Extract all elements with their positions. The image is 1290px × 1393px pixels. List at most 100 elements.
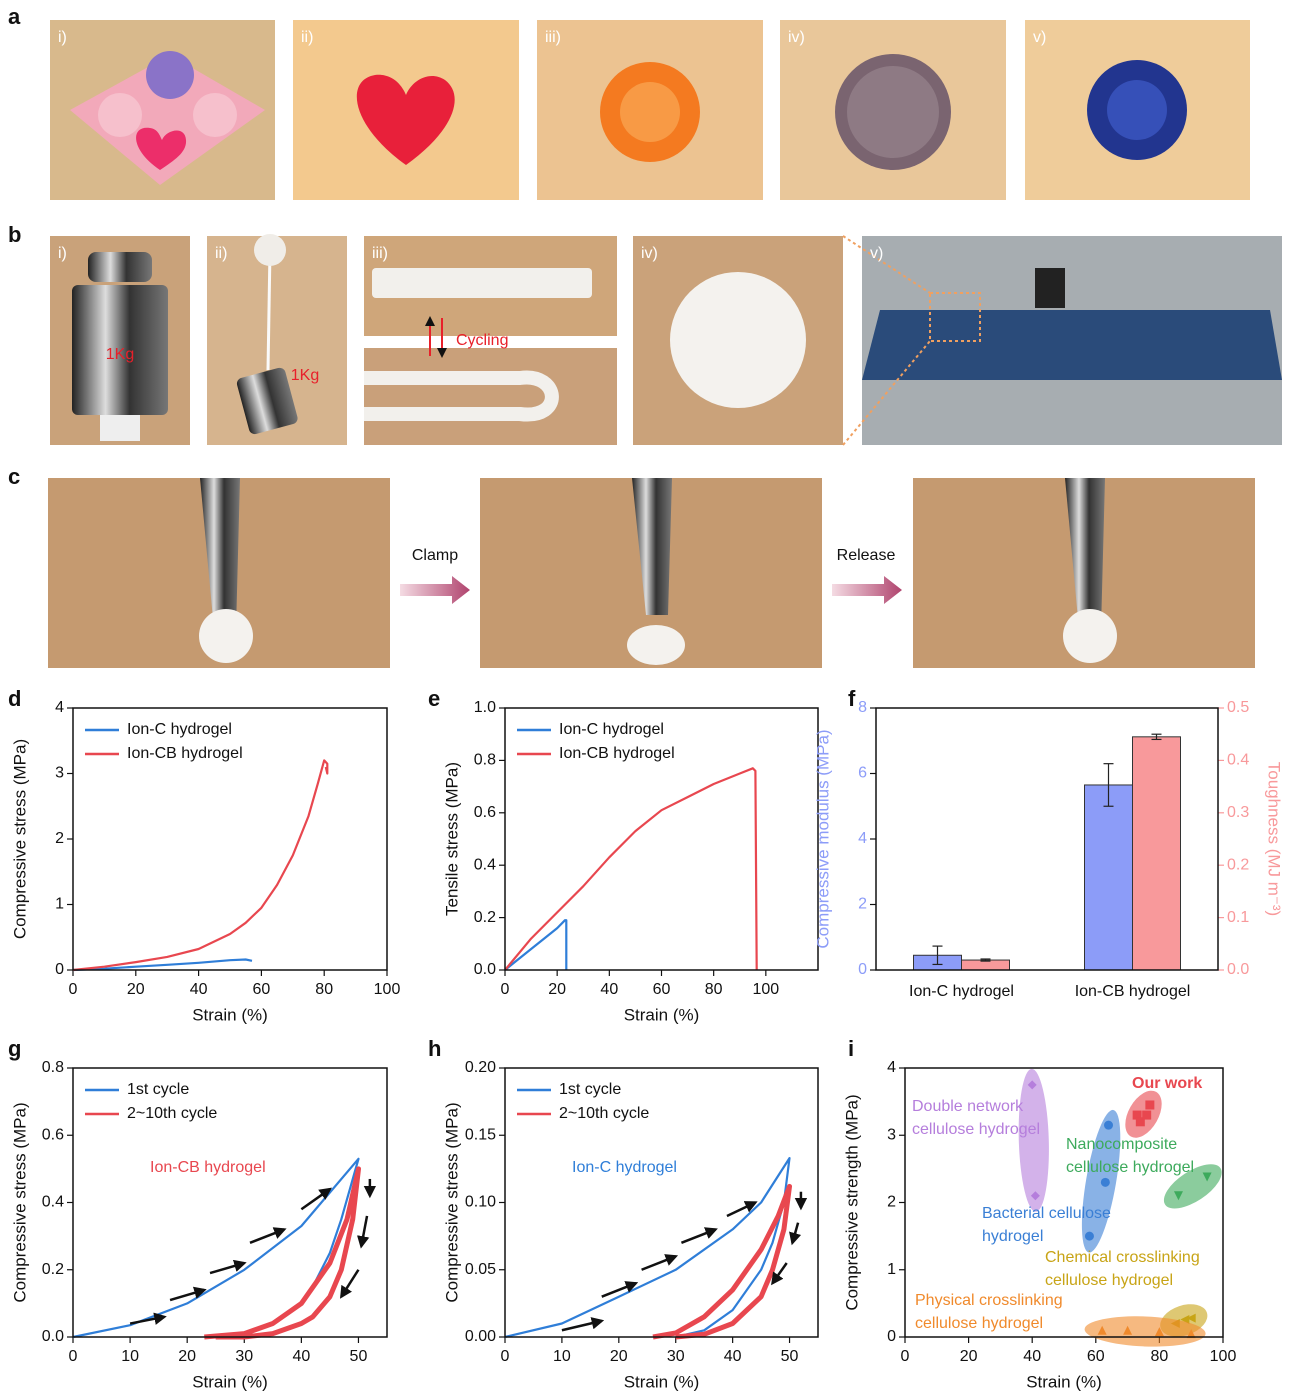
y-tick-label: 1 (887, 1261, 896, 1278)
y-tick-label: 3 (55, 765, 64, 782)
x-tick-label: 40 (1023, 1348, 1041, 1365)
x-axis-label: Strain (%) (624, 1005, 700, 1024)
group-label: cellulose hydrogel (915, 1315, 1043, 1332)
plot-frame (505, 1068, 818, 1337)
x-tick-label: 20 (127, 981, 145, 998)
y-tick-label: 8 (858, 699, 867, 716)
photo-object (1107, 80, 1167, 140)
y-tick-label: 0 (887, 1328, 896, 1345)
y-tick-label: 0.2 (42, 1261, 64, 1278)
plot-area (505, 1158, 790, 1337)
x-tick-label: 40 (724, 1348, 742, 1365)
x-tick-label: 30 (667, 1348, 685, 1365)
panel-a: a i) ii) iii) iv) v) (8, 4, 1250, 200)
x-tick-label: 50 (781, 1348, 799, 1365)
x-tick-label: 100 (1210, 1348, 1237, 1365)
scatter-point (1145, 1100, 1154, 1109)
x-tick-label: 20 (548, 981, 566, 998)
y-tick-label: 0.05 (465, 1261, 496, 1278)
photo (364, 348, 617, 445)
scatter-point (1142, 1111, 1151, 1120)
direction-arrow (727, 1203, 755, 1216)
x-tick-label: 60 (1087, 1348, 1105, 1365)
weight-label: 1Kg (106, 346, 134, 363)
panel-letter: b (8, 222, 21, 247)
y-tick-label: 4 (858, 830, 867, 847)
panel-letter: g (8, 1036, 21, 1061)
panel-letter: c (8, 464, 20, 489)
x-tick-label: Ion-C hydrogel (909, 983, 1014, 1000)
y-tick-label: 3 (887, 1126, 896, 1143)
photo-object (627, 625, 685, 665)
chart-h: h0.000.050.100.150.2001020304050Strain (… (428, 1036, 818, 1392)
series-line (73, 760, 327, 970)
y-tick-label: 0.4 (42, 1194, 64, 1211)
group-label: Our work (1132, 1075, 1202, 1092)
panel-letter: h (428, 1036, 441, 1061)
panel-letter: f (848, 686, 856, 711)
y-tick-label: 0 (55, 961, 64, 978)
y-tick-label: 2 (55, 830, 64, 847)
scatter-point (1104, 1121, 1113, 1130)
x-axis-label: Strain (%) (1026, 1372, 1102, 1391)
photo-object (1063, 609, 1117, 663)
y-tick-label: 0.8 (474, 752, 496, 769)
direction-arrow (250, 1229, 284, 1242)
x-tick-label: 0 (69, 1348, 78, 1365)
photo-label: i) (58, 29, 67, 46)
legend-label: 2~10th cycle (127, 1105, 217, 1122)
panel-letter: i (848, 1036, 854, 1061)
plot-frame (73, 1068, 387, 1337)
direction-arrow (642, 1256, 676, 1269)
group-label: hydrogel (982, 1228, 1043, 1245)
series-line (204, 1169, 358, 1337)
photo-object (193, 93, 237, 137)
series-line (505, 920, 566, 970)
x-tick-label: 100 (752, 981, 779, 998)
process-label: Release (837, 547, 896, 564)
y-tick-label: 2 (887, 1194, 896, 1211)
photo-label: iv) (788, 29, 805, 46)
x-tick-label: 0 (501, 1348, 510, 1365)
y-tick-label: 1.0 (474, 699, 496, 716)
y-tick-label: 0.4 (474, 856, 496, 873)
x-tick-label: 10 (553, 1348, 571, 1365)
x-tick-label: 100 (374, 981, 401, 998)
x-tick-label: 60 (253, 981, 271, 998)
x-tick-label: 80 (315, 981, 333, 998)
x-tick-label: 50 (350, 1348, 368, 1365)
legend-label: Ion-C hydrogel (127, 721, 232, 738)
x-tick-label: 20 (178, 1348, 196, 1365)
photo-object (620, 82, 680, 142)
process-arrow (832, 576, 902, 604)
series-line (73, 960, 252, 971)
y-tick-label: 0.10 (465, 1194, 496, 1211)
group-label: cellulose hydrogel (1045, 1272, 1173, 1289)
y2-tick-label: 0.0 (1227, 961, 1249, 978)
process-arrow (400, 576, 470, 604)
plot-area (73, 1159, 359, 1337)
x-tick-label: 10 (121, 1348, 139, 1365)
y2-tick-label: 0.5 (1227, 699, 1249, 716)
photo-label: iii) (372, 245, 388, 262)
y-tick-label: 0.15 (465, 1126, 496, 1143)
group-region (1017, 1068, 1051, 1212)
photo-object (1035, 268, 1065, 308)
direction-arrow (341, 1270, 358, 1297)
group-label: Bacterial cellulose (982, 1205, 1111, 1222)
x-tick-label: 0 (501, 981, 510, 998)
group-label: Double network (912, 1098, 1024, 1115)
photo-label: v) (870, 245, 883, 262)
chart-f: f024680.00.10.20.30.40.5Toughness (MJ m⁻… (813, 686, 1283, 1000)
y2-tick-label: 0.3 (1227, 804, 1249, 821)
photo-object (372, 268, 592, 298)
group-label: cellulose hydrogel (912, 1121, 1040, 1138)
y-axis-label: Compressive strength (MPa) (842, 1094, 861, 1310)
chart-d: d01234020406080100Strain (%)Compressive … (8, 686, 400, 1025)
scatter-point (1085, 1232, 1094, 1241)
group-label: Physical crosslinking (915, 1292, 1063, 1309)
panel-letter: a (8, 4, 21, 29)
y-tick-label: 0 (858, 961, 867, 978)
